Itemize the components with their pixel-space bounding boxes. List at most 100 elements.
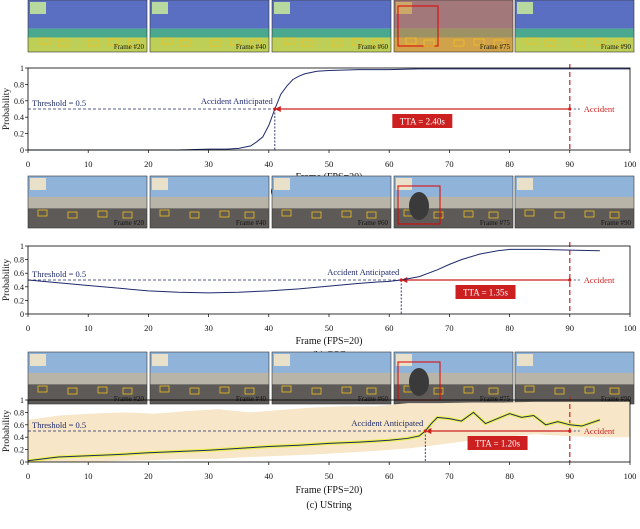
thumb-box [584, 386, 595, 394]
thumb-frame [27, 175, 148, 229]
thumb-inset [152, 354, 168, 366]
thumb-buildings [28, 196, 147, 209]
anticipated-label: Accident Anticipated [327, 267, 400, 277]
thumb-inset [517, 354, 533, 366]
thumb-box [609, 387, 620, 395]
thumb-inset [517, 178, 533, 190]
y-tick-label: 0.8 [14, 408, 24, 417]
thumb-box [122, 211, 133, 219]
thumb-inset [517, 2, 533, 14]
x-tick-label: 80 [505, 471, 514, 481]
tta-box [467, 436, 528, 450]
thumbnail-label: Frame #20 [114, 43, 145, 51]
x-tick-label: 70 [445, 159, 454, 169]
y-tick-label: 0.8 [14, 80, 24, 89]
x-tick-label: 40 [265, 471, 274, 481]
x-tick-label: 90 [566, 159, 575, 169]
threshold-label: Threshold = 0.5 [32, 269, 86, 279]
x-tick-label: 90 [566, 471, 575, 481]
thumb-box [544, 39, 556, 47]
accident-label: Accident [584, 426, 615, 436]
x-tick-label: 70 [445, 471, 454, 481]
thumb-inset [30, 2, 46, 14]
y-tick-label: 0.4 [14, 113, 24, 122]
series-line [27, 248, 600, 294]
accident-label: Accident [584, 104, 615, 114]
thumbnail: Frame #40 [149, 175, 270, 229]
thumbnail-label: Frame #75 [480, 395, 511, 403]
x-tick-label: 90 [566, 323, 575, 333]
thumbnail: Frame #60 [271, 175, 392, 229]
thumb-box [229, 38, 241, 46]
x-tick-label: 50 [325, 471, 334, 481]
thumb-inset [30, 178, 46, 190]
thumb-road [272, 384, 391, 404]
thumb-frame [149, 0, 270, 53]
panel-2: Frame #20 Frame #40 Frame #60 Frame #75 Fram… [2, 351, 636, 511]
x-tick-label: 30 [204, 471, 213, 481]
thumb-box [219, 210, 230, 218]
x-tick-label: 60 [385, 323, 394, 333]
y-axis-label: Probability [2, 88, 12, 130]
thumb-box [331, 39, 343, 47]
thumbnail: Frame #20 [27, 175, 148, 229]
y-tick-label: 0 [20, 310, 24, 319]
thumbnail: Frame #75 [393, 0, 514, 53]
thumbnail-label: Frame #60 [358, 219, 389, 227]
thumb-frame [514, 0, 635, 53]
thumb-box [209, 39, 221, 47]
thumb-inset [274, 2, 290, 14]
tta-arrowhead [274, 106, 281, 112]
thumb-box [433, 211, 444, 219]
accident-point [568, 107, 572, 111]
thumb-inset [396, 354, 412, 366]
x-tick-label: 80 [505, 323, 514, 333]
y-axis-label: Probability [2, 259, 12, 301]
y-tick-label: 0 [20, 146, 24, 155]
accident-label: Accident [584, 275, 615, 285]
thumb-box [244, 211, 255, 219]
thumb-box [473, 38, 485, 46]
thumb-buildings [272, 196, 391, 209]
tta-arrowhead [425, 428, 432, 434]
thumbnail: Frame #75 [393, 175, 514, 229]
x-tick-label: 0 [26, 471, 30, 481]
thumb-buildings [515, 196, 634, 209]
x-tick-label: 60 [385, 471, 394, 481]
x-tick-label: 10 [84, 159, 93, 169]
y-tick-label: 0 [20, 458, 24, 467]
thumb-sky [150, 176, 269, 201]
tta-box [392, 114, 453, 128]
thumbnail-label: Frame #90 [601, 395, 632, 403]
thumbnail: Frame #75 [393, 351, 514, 405]
thumbnail: Frame #90 [514, 175, 635, 229]
thumb-box [283, 37, 295, 45]
thumb-box [281, 385, 292, 393]
x-tick-label: 50 [325, 159, 334, 169]
thumb-inset [152, 2, 168, 14]
thumb-road [515, 208, 634, 228]
thumbnail: Frame #90 [514, 351, 635, 405]
thumb-box [97, 386, 108, 394]
thumbnail: Frame #60 [271, 351, 392, 405]
thumbnail-label: Frame #90 [601, 43, 632, 51]
thumb-box [574, 39, 586, 47]
anticipated-point [423, 429, 427, 433]
thumbnail-label: Frame #40 [236, 219, 267, 227]
thumb-highlight [394, 0, 513, 52]
thumb-box [488, 211, 499, 219]
thumbnail-label: Frame #20 [114, 395, 145, 403]
x-tick-label: 40 [265, 323, 274, 333]
thumb-box [341, 210, 352, 218]
tta-label: TTA = 1.20s [475, 439, 521, 449]
thumb-box [159, 209, 170, 217]
y-axis-label: Probability [2, 410, 12, 452]
thumb-box [453, 39, 465, 47]
thumb-sky [272, 176, 391, 201]
y-tick-label: 0.6 [14, 269, 24, 278]
thumb-inset [274, 178, 290, 190]
thumbnail: Frame #60 [271, 0, 392, 53]
thumbnail-label: Frame #40 [236, 43, 267, 51]
thumbnail-label: Frame #90 [601, 219, 632, 227]
thumb-box [405, 37, 417, 45]
